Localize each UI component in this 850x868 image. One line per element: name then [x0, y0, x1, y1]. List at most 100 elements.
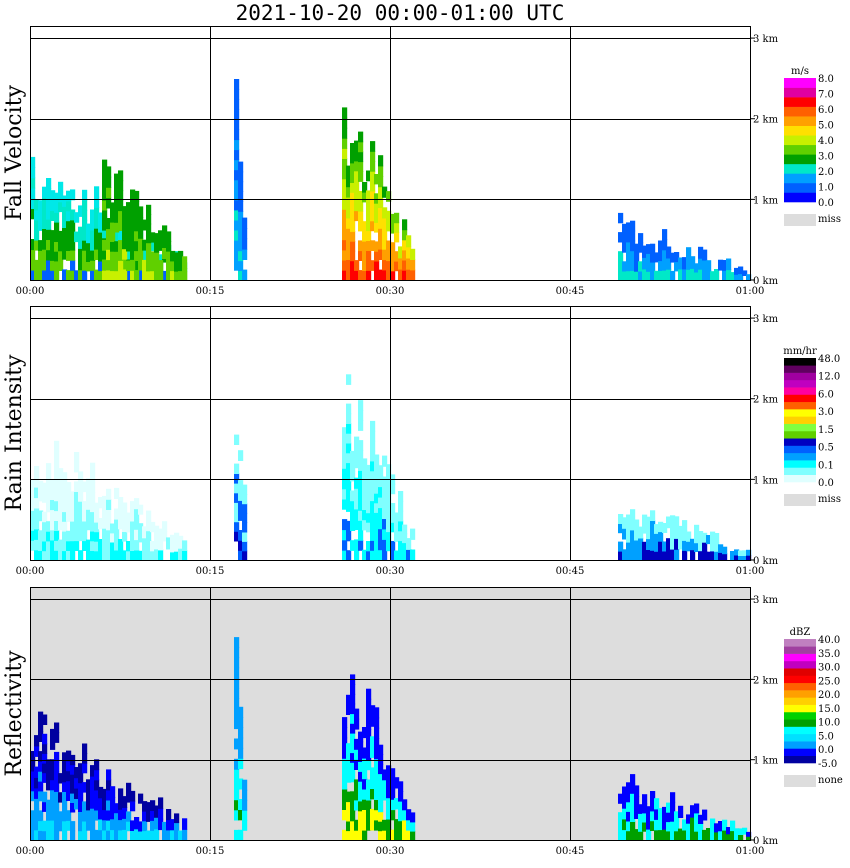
echo-cell [110, 270, 116, 281]
height-tick-label: 3 km [753, 34, 779, 45]
echo-cell [106, 549, 112, 561]
echo-cell [130, 501, 136, 512]
echo-cell [30, 530, 36, 541]
echo-cell [158, 539, 164, 551]
echo-cell [690, 256, 696, 269]
echo-cell [350, 742, 356, 754]
echo-cell [658, 818, 664, 831]
echo-cell [38, 830, 44, 841]
echo-cell [74, 270, 80, 281]
echo-cell [638, 537, 644, 550]
echo-cell [46, 809, 52, 821]
echo-cell [54, 241, 60, 252]
echo-cell [378, 507, 384, 519]
echo-cell [342, 188, 348, 200]
echo-cell [622, 807, 628, 820]
echo-cell [54, 270, 60, 281]
echo-cell [54, 540, 60, 551]
colorbar-swatch [784, 741, 816, 749]
echo-cell [78, 801, 84, 812]
echo-cell [42, 511, 48, 523]
echo-cell [122, 216, 128, 229]
echo-cell [350, 201, 356, 213]
echo-cell [726, 827, 732, 835]
echo-cell [170, 534, 176, 544]
echo-cell [146, 242, 152, 253]
echo-cell [682, 550, 688, 561]
echo-cell [102, 189, 108, 201]
echo-cell [698, 268, 704, 281]
echo-cell [698, 823, 704, 833]
echo-cell [378, 811, 384, 822]
echo-cell [726, 269, 732, 281]
echo-cell [234, 189, 240, 201]
time-tick-label: 01:00 [736, 846, 765, 857]
echo-cell [94, 512, 100, 523]
echo-cell [142, 830, 148, 841]
echo-cell [618, 270, 624, 281]
echo-cell [374, 768, 380, 780]
echo-cell [134, 250, 140, 261]
echo-cell [382, 248, 388, 261]
echo-cell [398, 491, 404, 502]
echo-cell [138, 821, 144, 832]
echo-cell [730, 272, 736, 281]
echo-cell [670, 548, 676, 561]
echo-cell [146, 540, 152, 551]
echo-cell [630, 802, 636, 813]
echo-cell [162, 225, 168, 238]
echo-cell [350, 820, 356, 831]
echo-cell [654, 798, 660, 810]
echo-cell [370, 260, 376, 271]
time-tick-label: 00:30 [376, 286, 405, 297]
echo-cell [234, 119, 240, 130]
echo-cell [698, 550, 704, 561]
echo-cell [90, 491, 96, 503]
echo-cell [62, 227, 68, 239]
echo-cell [358, 200, 364, 212]
echo-cell [118, 497, 124, 509]
echo-cell [354, 799, 360, 811]
echo-cell [242, 269, 248, 281]
echo-cell [238, 240, 244, 252]
echo-cell [42, 521, 48, 532]
echo-cell [98, 818, 104, 831]
echo-cell [102, 799, 108, 811]
echo-cell [182, 256, 188, 269]
echo-cell [90, 829, 96, 841]
colorbar-label: 12.0 [818, 372, 840, 383]
echo-cell [46, 492, 52, 503]
echo-cell [50, 499, 56, 511]
echo-cell [386, 483, 392, 494]
echo-cell [30, 187, 36, 199]
echo-cell [102, 169, 108, 181]
echo-cell [370, 788, 376, 800]
echo-cell [38, 210, 44, 221]
echo-cell [342, 737, 348, 749]
echo-cell [394, 212, 400, 224]
echo-cell [350, 713, 356, 724]
echo-cell [238, 540, 244, 551]
echo-cell [358, 830, 364, 841]
echo-cell [74, 520, 80, 532]
colorbar-swatch [784, 460, 816, 468]
echo-cell [242, 809, 248, 821]
echo-cell [66, 230, 72, 242]
echo-cell [642, 812, 648, 823]
echo-cell [46, 779, 52, 791]
colorbar-swatch [784, 646, 816, 654]
echo-cell [122, 512, 128, 523]
colorbar-swatch [784, 697, 816, 705]
echo-cell [130, 239, 136, 251]
echo-cell [362, 778, 368, 790]
echo-cell [42, 269, 48, 281]
echo-cell [66, 491, 72, 503]
echo-cell [370, 460, 376, 472]
echo-cell [678, 828, 684, 841]
echo-cell [238, 210, 244, 222]
echo-cell [350, 211, 356, 223]
echo-cell [398, 800, 404, 812]
echo-cell [78, 820, 84, 832]
echo-cell [694, 803, 700, 814]
echo-cell [678, 525, 684, 539]
